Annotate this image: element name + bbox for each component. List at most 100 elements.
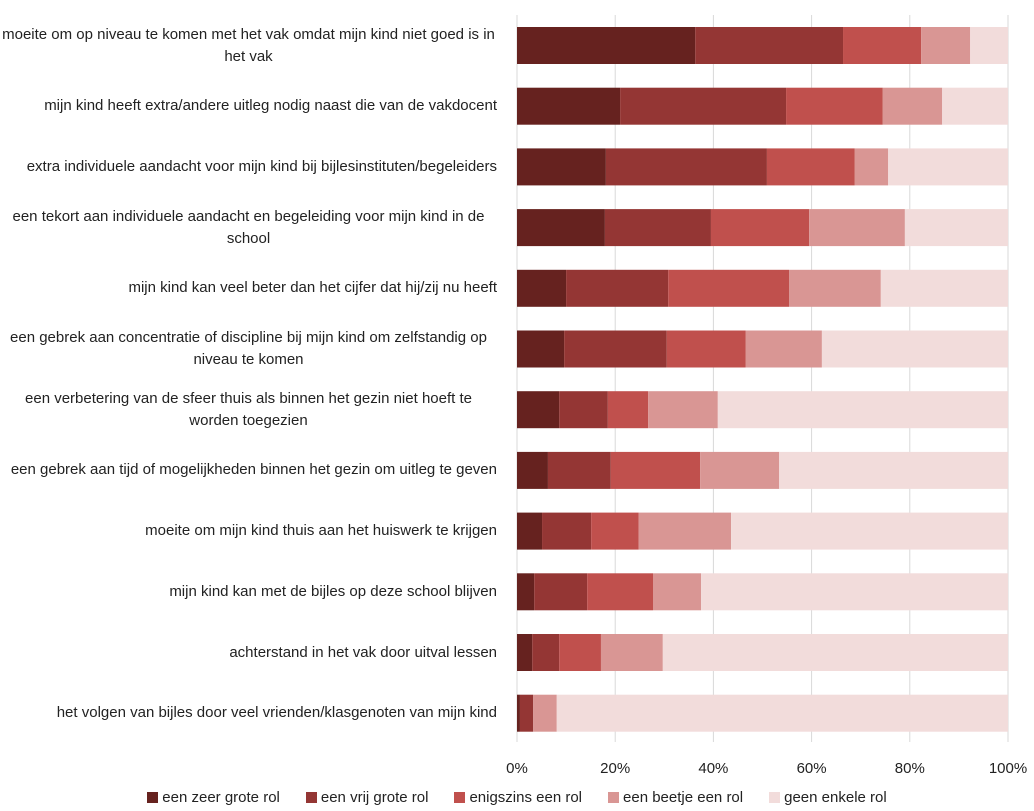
bar-segment xyxy=(556,694,1008,732)
bar-segment xyxy=(970,27,1008,64)
category-text: een tekort aan individuele aandacht en b… xyxy=(12,207,485,247)
category-label: mijn kind heeft extra/andere uitleg nodi… xyxy=(0,77,497,135)
bar-segment xyxy=(610,451,701,489)
bar-segment xyxy=(517,269,567,307)
legend: een zeer grote rol een vrij grote rol enig… xyxy=(0,789,1034,806)
bar-segment xyxy=(653,573,702,611)
bar-segment xyxy=(517,148,606,186)
category-label: mijn kind kan met de bijles op deze scho… xyxy=(0,563,497,621)
bar-segment xyxy=(921,27,971,64)
bar-segment xyxy=(745,330,822,368)
bar-segment xyxy=(517,87,621,125)
bar-segment xyxy=(559,391,608,429)
bar-segment xyxy=(942,87,1008,125)
category-text: moeite om mijn kind thuis aan het huiswe… xyxy=(145,522,497,540)
x-tick-label: 80% xyxy=(895,760,925,777)
bar-segment xyxy=(648,391,718,429)
bar-segment xyxy=(710,209,810,247)
legend-label: enigszins een rol xyxy=(469,789,583,806)
category-text: een verbetering van de sfeer thuis als b… xyxy=(25,389,472,429)
legend-item: enigszins een rol xyxy=(454,789,582,806)
bar-segment xyxy=(587,573,654,611)
bar-segment xyxy=(904,209,1008,247)
legend-item: een vrij grote rol xyxy=(305,789,429,806)
category-text: een gebrek aan tijd of mogelijkheden bin… xyxy=(10,461,497,479)
legend-label: een beetje een rol xyxy=(623,789,744,806)
category-label: een gebrek aan concentratie of disciplin… xyxy=(0,320,497,378)
category-label: een tekort aan individuele aandacht en b… xyxy=(0,199,497,257)
bar-segment xyxy=(789,269,881,307)
bar-segment xyxy=(605,148,767,186)
legend-swatch xyxy=(769,792,781,803)
bar-segment xyxy=(534,573,588,611)
bar-segment xyxy=(779,451,1008,489)
category-label: mijn kind kan veel beter dan het cijfer … xyxy=(0,259,497,317)
bar-segment xyxy=(532,634,560,671)
bar-segment xyxy=(607,391,649,429)
x-tick-label: 40% xyxy=(698,760,728,777)
bar-segment xyxy=(821,330,1008,368)
bar-segment xyxy=(542,512,592,550)
x-tick-label: 100% xyxy=(989,760,1027,777)
category-text: extra individuele aandacht voor mijn kin… xyxy=(26,157,497,175)
category-text: het volgen van bijles door veel vrienden… xyxy=(56,704,497,722)
bar-segment xyxy=(533,694,557,732)
legend-swatch xyxy=(147,792,159,803)
bar-segment xyxy=(888,148,1008,186)
bar-segment xyxy=(604,209,711,247)
bar-segment xyxy=(559,634,601,671)
category-text: moeite om op niveau te komen met het vak… xyxy=(2,25,495,65)
bar-segment xyxy=(662,634,1008,671)
bar-segment xyxy=(517,451,548,489)
legend-label: een vrij grote rol xyxy=(320,789,429,806)
category-label: het volgen van bijles door veel vrienden… xyxy=(0,684,497,742)
bar-segment xyxy=(731,512,1008,550)
category-text: achterstand in het vak door uitval lesse… xyxy=(229,643,497,661)
bar-segment xyxy=(882,87,943,125)
bar-segment xyxy=(517,694,520,732)
legend-item: geen enkele rol xyxy=(769,789,887,806)
bar-segment xyxy=(519,694,534,732)
bar-segment xyxy=(517,209,605,247)
bar-segment xyxy=(666,330,746,368)
bar-segment xyxy=(620,87,787,125)
bar-segment xyxy=(695,27,844,64)
bar-segment xyxy=(591,512,639,550)
category-text: mijn kind kan veel beter dan het cijfer … xyxy=(128,279,497,297)
bar-segment xyxy=(809,209,905,247)
bar-segment xyxy=(766,148,855,186)
x-tick-label: 60% xyxy=(797,760,827,777)
category-label: extra individuele aandacht voor mijn kin… xyxy=(0,138,497,196)
bar-segment xyxy=(517,391,560,429)
bar-segment xyxy=(566,269,669,307)
bar-segment xyxy=(517,634,533,671)
category-text: mijn kind heeft extra/andere uitleg nodi… xyxy=(44,97,497,115)
bar-segment xyxy=(600,634,663,671)
category-label: een verbetering van de sfeer thuis als b… xyxy=(0,381,497,439)
category-label: achterstand in het vak door uitval lesse… xyxy=(0,624,497,682)
category-text: een gebrek aan concentratie of disciplin… xyxy=(10,329,487,368)
legend-item: een zeer grote rol xyxy=(147,789,280,806)
category-label: moeite om mijn kind thuis aan het huiswe… xyxy=(0,502,497,560)
bar-segment xyxy=(668,269,790,307)
bar-segment xyxy=(564,330,667,368)
legend-swatch xyxy=(454,792,466,803)
legend-label: een zeer grote rol xyxy=(162,789,280,806)
bar-segment xyxy=(700,451,780,489)
bar-segment xyxy=(717,391,1008,429)
x-tick-label: 0% xyxy=(506,760,528,777)
bar-segment xyxy=(880,269,1008,307)
category-label: moeite om op niveau te komen met het vak… xyxy=(0,17,497,75)
bar-segment xyxy=(638,512,732,550)
x-tick-label: 20% xyxy=(600,760,630,777)
bar-segment xyxy=(517,512,543,550)
bar-segment xyxy=(701,573,1008,611)
bar-segment xyxy=(517,330,565,368)
bar-segment xyxy=(517,573,535,611)
bar-segment xyxy=(843,27,922,64)
legend-swatch xyxy=(305,792,317,803)
legend-item: een beetje een rol xyxy=(608,789,743,806)
bar-segment xyxy=(517,27,696,64)
